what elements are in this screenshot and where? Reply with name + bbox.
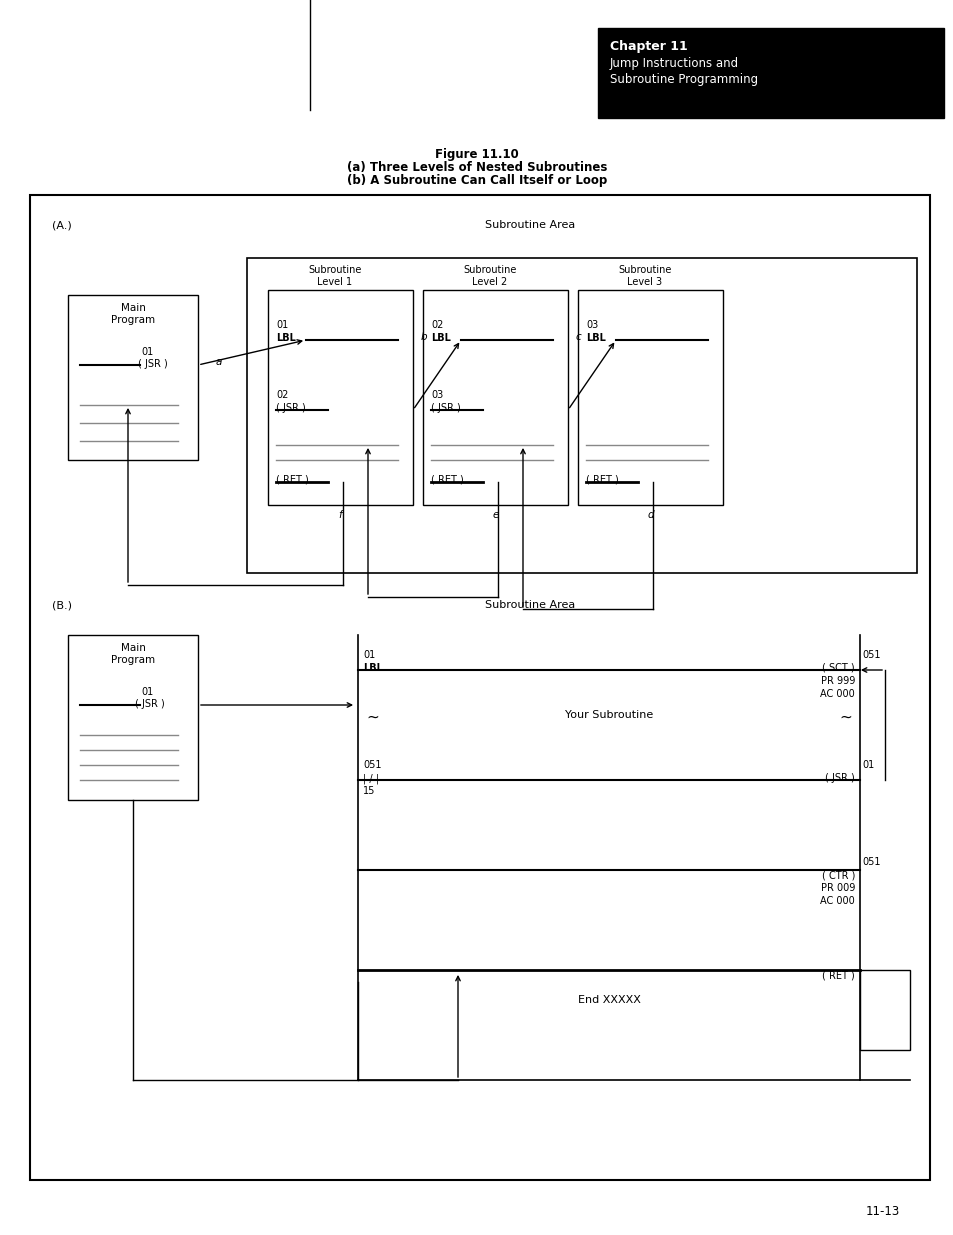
Text: 02: 02: [275, 390, 288, 400]
Text: ( RET ): ( RET ): [821, 969, 854, 981]
Text: Subroutine
Level 3: Subroutine Level 3: [618, 266, 671, 287]
Text: 051: 051: [363, 760, 381, 769]
Bar: [247, 258, 916, 573]
Text: ( SCT ): ( SCT ): [821, 663, 854, 673]
Text: ( JSR ): ( JSR ): [824, 773, 854, 783]
Text: (B.): (B.): [52, 600, 71, 610]
Bar: [422, 290, 567, 505]
Text: (b) A Subroutine Can Call Itself or Loop: (b) A Subroutine Can Call Itself or Loop: [347, 174, 606, 186]
Text: 051: 051: [862, 650, 880, 659]
Text: a: a: [215, 357, 222, 367]
Text: 01: 01: [275, 320, 288, 330]
Text: Main
Program: Main Program: [111, 643, 155, 664]
Text: Figure 11.10: Figure 11.10: [435, 148, 518, 161]
Text: (a) Three Levels of Nested Subroutines: (a) Three Levels of Nested Subroutines: [347, 161, 606, 174]
Text: c: c: [576, 332, 581, 342]
Bar: [68, 295, 198, 459]
Text: AC 000: AC 000: [820, 897, 854, 906]
Text: 02: 02: [431, 320, 443, 330]
Text: End XXXXX: End XXXXX: [577, 995, 639, 1005]
Text: ( JSR ): ( JSR ): [138, 359, 168, 369]
Text: ~: ~: [839, 710, 851, 725]
Text: LBL: LBL: [431, 333, 451, 343]
Text: ( JSR ): ( JSR ): [275, 403, 305, 412]
Text: 03: 03: [431, 390, 443, 400]
Bar: [578, 290, 722, 505]
Text: ~: ~: [366, 710, 378, 725]
Text: Subroutine
Level 2: Subroutine Level 2: [463, 266, 517, 287]
Text: f: f: [338, 510, 342, 520]
Bar: [598, 28, 943, 119]
Bar: [268, 290, 413, 505]
Text: ( RET ): ( RET ): [431, 475, 463, 485]
Text: ( JSR ): ( JSR ): [431, 403, 460, 412]
Text: | / |: | / |: [363, 773, 378, 783]
Bar: [859, 969, 909, 1050]
Text: LBL: LBL: [275, 333, 295, 343]
Text: AC 000: AC 000: [820, 689, 854, 699]
Text: PR 009: PR 009: [820, 883, 854, 893]
Text: e: e: [492, 510, 498, 520]
Text: 11-13: 11-13: [864, 1205, 899, 1218]
Text: b: b: [420, 332, 427, 342]
Bar: [68, 635, 198, 800]
Text: ( RET ): ( RET ): [275, 475, 309, 485]
Text: Chapter 11: Chapter 11: [609, 40, 687, 53]
Text: Subroutine
Level 1: Subroutine Level 1: [308, 266, 361, 287]
Text: 01: 01: [363, 650, 375, 659]
Text: Main
Program: Main Program: [111, 303, 155, 325]
Text: 01: 01: [862, 760, 873, 769]
Text: Subroutine Programming: Subroutine Programming: [609, 73, 758, 86]
Text: Subroutine Area: Subroutine Area: [484, 220, 575, 230]
Text: PR 999: PR 999: [820, 676, 854, 685]
Text: 01: 01: [142, 687, 154, 697]
Text: 03: 03: [585, 320, 598, 330]
Text: Subroutine Area: Subroutine Area: [484, 600, 575, 610]
Bar: [30, 195, 929, 1179]
Text: ( JSR ): ( JSR ): [135, 699, 165, 709]
Text: LBL: LBL: [363, 663, 382, 673]
Text: LBL: LBL: [585, 333, 605, 343]
Text: ( RET ): ( RET ): [585, 475, 618, 485]
Text: 15: 15: [363, 785, 375, 797]
Text: 01: 01: [142, 347, 154, 357]
Text: 051: 051: [862, 857, 880, 867]
Text: Jump Instructions and: Jump Instructions and: [609, 57, 739, 70]
Text: Your Subroutine: Your Subroutine: [564, 710, 653, 720]
Text: (A.): (A.): [52, 220, 71, 230]
Text: d: d: [646, 510, 653, 520]
Text: ( CTR ): ( CTR ): [821, 869, 854, 881]
